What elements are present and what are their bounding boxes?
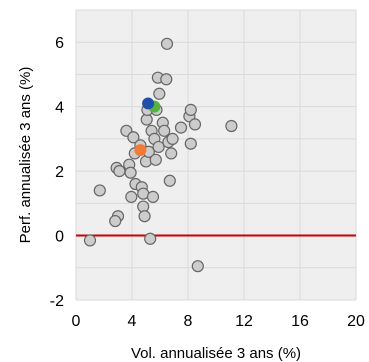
y-tick-label: 2 — [55, 164, 64, 181]
data-point — [138, 210, 151, 223]
x-tick-label: 0 — [72, 313, 81, 330]
data-point — [109, 214, 122, 228]
data-point — [113, 165, 126, 178]
highlight-point — [134, 144, 147, 157]
data-point — [163, 174, 176, 187]
data-point — [191, 260, 204, 273]
y-tick-label: 0 — [55, 229, 64, 246]
highlight-point — [142, 97, 155, 110]
data-point — [125, 190, 138, 203]
data-point — [160, 37, 174, 50]
data-point — [124, 166, 137, 179]
x-tick-label: 20 — [347, 313, 365, 330]
y-axis-title: Perf. annualisée 3 ans (%) — [17, 67, 34, 244]
data-point — [166, 132, 179, 145]
data-point — [165, 147, 178, 160]
x-axis-ticks: 0 4 8 12 16 20 — [72, 313, 365, 330]
y-axis-ticks: -2 0 2 4 6 — [50, 35, 64, 310]
x-tick-label: 12 — [235, 313, 253, 330]
data-point — [149, 153, 162, 166]
data-point — [152, 140, 165, 154]
x-tick-label: 16 — [291, 313, 309, 330]
data-point — [127, 131, 140, 144]
y-tick-label: 4 — [55, 100, 64, 117]
y-tick-label: -2 — [50, 293, 64, 310]
data-point — [160, 73, 173, 86]
x-axis-title: Vol. annualisée 3 ans (%) — [131, 345, 301, 362]
data-point — [188, 118, 202, 131]
data-point — [153, 87, 166, 100]
data-points — [83, 37, 238, 273]
data-point — [184, 103, 197, 116]
x-tick-label: 4 — [128, 313, 137, 330]
x-tick-label: 8 — [184, 313, 193, 330]
data-point — [174, 121, 188, 134]
data-point — [93, 184, 106, 197]
data-point — [83, 234, 97, 247]
plot-background — [76, 10, 356, 300]
y-tick-label: 6 — [55, 35, 64, 52]
data-point — [158, 124, 171, 137]
data-point — [144, 232, 157, 245]
grid-lines — [75, 9, 357, 301]
data-point — [225, 119, 238, 133]
data-point — [184, 137, 197, 150]
data-point — [146, 190, 160, 203]
